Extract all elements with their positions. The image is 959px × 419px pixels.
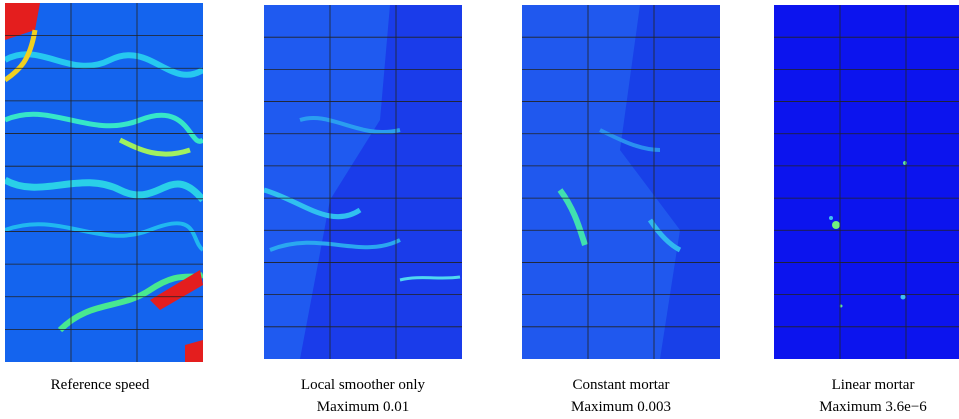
caption: Local smoother only [301, 377, 426, 393]
caption: Maximum 0.01 [317, 399, 410, 415]
caption: Reference speed [51, 377, 150, 393]
linear-mortar-map [774, 5, 959, 359]
panel-grid [264, 5, 462, 359]
caption: Linear mortar [832, 377, 915, 393]
caption: Maximum 3.6e−6 [819, 399, 927, 415]
grid-lines [5, 3, 959, 362]
panel-grid [5, 3, 203, 362]
smoother-map [264, 5, 462, 359]
captions: Reference speed Local smoother only Maximu… [51, 377, 928, 415]
constant-mortar-map [522, 5, 720, 359]
caption: Maximum 0.003 [571, 399, 671, 415]
panel-grid [522, 5, 720, 359]
speed-map [5, 3, 203, 362]
caption: Constant mortar [572, 377, 669, 393]
panel-grid [774, 5, 959, 359]
